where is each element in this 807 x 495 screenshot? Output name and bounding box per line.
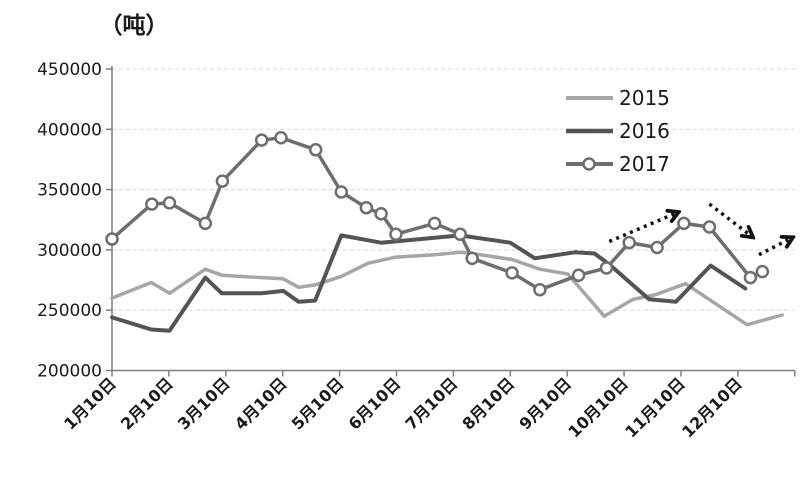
data-point-marker-2017 bbox=[374, 206, 388, 221]
data-point-marker-2017 bbox=[453, 227, 467, 241]
y-tick-label: 300000 bbox=[37, 241, 102, 261]
data-point-marker-2017 bbox=[465, 251, 479, 266]
data-point-marker-2017 bbox=[622, 235, 636, 250]
data-point-marker-2017 bbox=[702, 220, 717, 234]
trend-arrow bbox=[758, 238, 792, 257]
data-point-marker-2017 bbox=[359, 200, 374, 215]
data-point-marker-2017 bbox=[254, 133, 269, 147]
data-point-marker-2017 bbox=[308, 143, 323, 157]
y-tick-label: 450000 bbox=[37, 60, 102, 80]
y-tick-label: 350000 bbox=[37, 181, 102, 201]
legend-item-2016: 2016 bbox=[566, 119, 670, 143]
y-tick-label: 250000 bbox=[37, 301, 102, 321]
legend-label: 2016 bbox=[619, 119, 670, 143]
data-point-marker-2017 bbox=[755, 264, 770, 279]
x-tick-label: 10月10日 bbox=[564, 374, 632, 442]
data-point-marker-2017 bbox=[505, 266, 519, 280]
legend-item-2015: 2015 bbox=[566, 86, 670, 110]
x-tick-label: 9月10日 bbox=[515, 374, 575, 434]
data-point-marker-2017 bbox=[599, 261, 614, 275]
legend-marker-sample bbox=[582, 157, 596, 171]
data-point-marker-2017 bbox=[215, 174, 230, 188]
data-point-marker-2017 bbox=[427, 216, 442, 231]
data-point-marker-2017 bbox=[274, 130, 288, 145]
data-point-marker-2017 bbox=[533, 282, 547, 297]
legend: 2015 2016 2017 bbox=[566, 86, 670, 176]
data-point-marker-2017 bbox=[743, 270, 758, 285]
series-line-2016 bbox=[110, 233, 748, 333]
data-point-marker-2017 bbox=[389, 227, 403, 241]
data-point-marker-2017 bbox=[571, 268, 586, 282]
data-point-marker-2017 bbox=[198, 216, 213, 231]
data-point-marker-2017 bbox=[145, 197, 159, 211]
x-tick-label: 6月10日 bbox=[345, 374, 405, 434]
trend-arrow bbox=[708, 202, 752, 237]
x-tick-label: 8月10日 bbox=[458, 374, 518, 434]
legend-label: 2015 bbox=[619, 86, 670, 110]
data-point-marker-2017 bbox=[334, 185, 349, 199]
x-tick-label: 3月10日 bbox=[174, 374, 234, 434]
y-tick-label: 200000 bbox=[37, 362, 102, 382]
trend-arrow bbox=[608, 213, 677, 244]
legend-item-2017: 2017 bbox=[566, 152, 670, 176]
axis-unit-label: （吨） bbox=[100, 12, 169, 39]
y-tick-label: 400000 bbox=[37, 120, 102, 140]
data-point-marker-2017 bbox=[677, 216, 691, 231]
x-tick-label: 12月10日 bbox=[678, 374, 746, 442]
x-tick-label: 7月10日 bbox=[402, 374, 462, 434]
data-point-marker-2017 bbox=[162, 196, 177, 210]
x-tick-label: 2月10日 bbox=[117, 374, 177, 434]
x-tick-label: 11月10日 bbox=[621, 374, 689, 442]
legend-label: 2017 bbox=[619, 152, 670, 176]
data-point-marker-2017 bbox=[650, 240, 664, 255]
x-tick-label: 5月10日 bbox=[288, 374, 348, 434]
series-line-2015 bbox=[110, 250, 785, 327]
data-point-marker-2017 bbox=[105, 232, 119, 246]
x-tick-label: 4月10日 bbox=[231, 374, 291, 434]
x-tick-label: 1月10日 bbox=[60, 374, 120, 434]
